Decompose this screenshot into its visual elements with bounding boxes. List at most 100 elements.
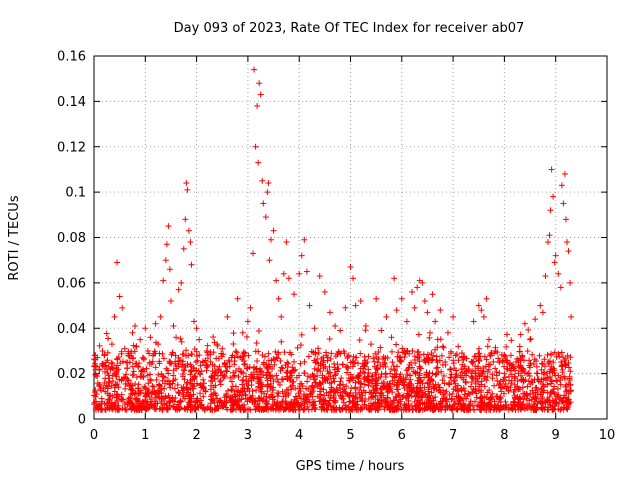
- data-point: [373, 295, 380, 302]
- data-point: [156, 358, 163, 365]
- data-point: [542, 399, 549, 406]
- data-point: [304, 378, 311, 385]
- data-point: [182, 406, 189, 413]
- data-point: [425, 388, 432, 395]
- data-point: [165, 223, 172, 230]
- data-point: [321, 375, 328, 382]
- data-point: [111, 384, 118, 391]
- data-point: [346, 377, 353, 384]
- data-point: [187, 239, 194, 246]
- data-point: [508, 404, 515, 411]
- data-point: [324, 406, 331, 413]
- data-point: [357, 384, 364, 391]
- data-point: [103, 330, 110, 337]
- data-point: [452, 373, 459, 380]
- data-point: [212, 406, 219, 413]
- data-point: [511, 381, 518, 388]
- data-point: [356, 337, 363, 344]
- data-point: [156, 394, 163, 401]
- data-point: [185, 227, 192, 234]
- data-point: [454, 406, 461, 413]
- data-point: [196, 336, 203, 343]
- data-point: [551, 390, 558, 397]
- data-point: [160, 277, 167, 284]
- data-point: [192, 373, 199, 380]
- data-point: [451, 401, 458, 408]
- data-point: [92, 360, 99, 367]
- data-point: [323, 349, 330, 356]
- data-point: [362, 322, 369, 329]
- data-point: [218, 368, 225, 375]
- data-point: [331, 378, 338, 385]
- data-point: [409, 288, 416, 295]
- data-point: [487, 361, 494, 368]
- data-point: [529, 351, 536, 358]
- data-point: [527, 360, 534, 367]
- chart-title: Day 093 of 2023, Rate Of TEC Index for r…: [174, 21, 525, 36]
- data-point: [387, 398, 394, 405]
- data-point: [562, 388, 569, 395]
- data-point: [391, 374, 398, 381]
- data-point: [223, 367, 230, 374]
- data-point: [183, 352, 190, 359]
- data-point: [526, 372, 533, 379]
- data-point: [537, 391, 544, 398]
- data-point: [255, 327, 262, 334]
- data-point: [148, 395, 155, 402]
- data-point: [403, 367, 410, 374]
- data-point: [532, 316, 539, 323]
- data-point: [120, 396, 127, 403]
- y-tick-label: 0.02: [57, 367, 86, 382]
- data-point: [436, 384, 443, 391]
- data-point: [552, 252, 559, 259]
- data-point: [247, 406, 254, 413]
- data-point: [297, 406, 304, 413]
- data-point: [545, 397, 552, 404]
- data-point: [108, 341, 115, 348]
- data-point: [551, 383, 558, 390]
- data-point: [219, 345, 226, 352]
- data-point: [264, 189, 271, 196]
- data-point: [481, 383, 488, 390]
- data-point: [327, 369, 334, 376]
- data-point: [475, 378, 482, 385]
- data-point: [207, 386, 214, 393]
- data-point: [428, 389, 435, 396]
- data-point: [427, 405, 434, 412]
- data-point: [285, 360, 292, 367]
- data-point: [328, 384, 335, 391]
- data-point: [541, 406, 548, 413]
- data-point: [129, 354, 136, 361]
- data-point: [443, 396, 450, 403]
- data-point: [548, 363, 555, 370]
- data-point: [310, 388, 317, 395]
- data-point: [533, 363, 540, 370]
- data-point: [427, 377, 434, 384]
- data-point: [298, 380, 305, 387]
- x-tick-label: 6: [398, 428, 406, 443]
- data-point: [298, 402, 305, 409]
- data-point: [552, 372, 559, 379]
- data-point: [197, 402, 204, 409]
- data-point: [330, 375, 337, 382]
- x-tick-label: 4: [295, 428, 303, 443]
- data-point: [380, 392, 387, 399]
- data-point: [463, 379, 470, 386]
- data-point: [463, 395, 470, 402]
- data-point: [151, 388, 158, 395]
- data-point: [294, 344, 301, 351]
- data-point: [367, 405, 374, 412]
- data-point: [120, 375, 127, 382]
- data-point: [345, 365, 352, 372]
- data-point: [103, 366, 110, 373]
- data-point: [438, 406, 445, 413]
- data-point: [155, 389, 162, 396]
- data-point: [350, 275, 357, 282]
- data-point: [404, 348, 411, 355]
- data-point: [460, 357, 467, 364]
- data-point: [521, 320, 528, 327]
- data-point: [433, 370, 440, 377]
- data-point: [211, 406, 218, 413]
- data-point: [197, 371, 204, 378]
- data-point: [223, 392, 230, 399]
